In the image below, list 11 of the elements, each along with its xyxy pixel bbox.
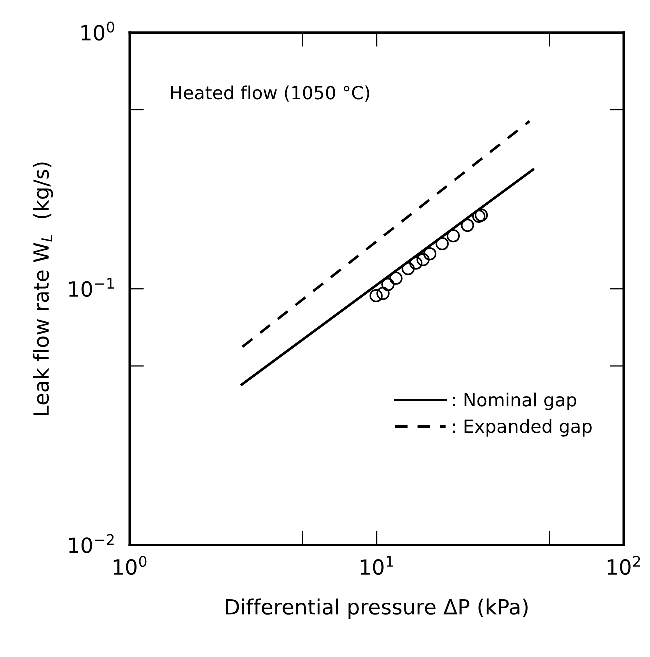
y-axis-title: Leak flow rate W$_{L}$ (kg/s) [33, 162, 54, 416]
y-tick-label: 10$^{0}$ [82, 22, 114, 41]
x-tick-label: 10$^{1}$ [360, 556, 394, 576]
legend-label: : Nominal gap [453, 392, 577, 410]
annotation: Heated flow (1050 °C) [171, 86, 370, 102]
legend-label: : Expanded gap [453, 419, 592, 437]
y-tick-label: 10$^{−2}$ [69, 534, 114, 554]
x-tick-label: 10$^{0}$ [114, 556, 147, 576]
x-tick-label: 10$^{2}$ [608, 556, 640, 576]
y-tick-label: 10$^{−1}$ [69, 278, 114, 298]
x-axis-title: Differential pressure ΔP (kPa) [226, 598, 528, 619]
